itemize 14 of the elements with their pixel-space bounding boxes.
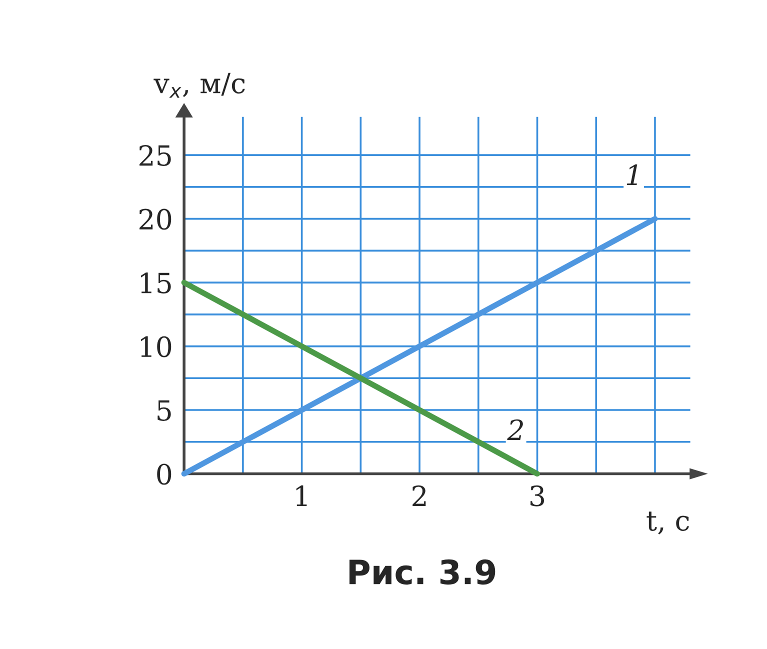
y-tick-label: 10 (141, 336, 172, 358)
y-tick-label: 15 (141, 272, 171, 294)
x-axis-title: t, с (646, 512, 690, 534)
x-tick-label: 3 (530, 485, 544, 506)
y-axis-title: v$_{x}$, м/с (154, 72, 245, 98)
y-tick-label: 5 (158, 400, 171, 421)
series-label: 2 (507, 419, 523, 440)
text: Рис. 3.9 (349, 559, 496, 585)
y-tick-label: 0 (157, 464, 172, 485)
y-tick-label: 25 (140, 145, 171, 166)
x-tick-label: 1 (296, 485, 307, 506)
x-tick-label: 2 (412, 485, 426, 506)
y-tick-label: 20 (140, 208, 172, 230)
series-label: 1 (626, 164, 638, 185)
